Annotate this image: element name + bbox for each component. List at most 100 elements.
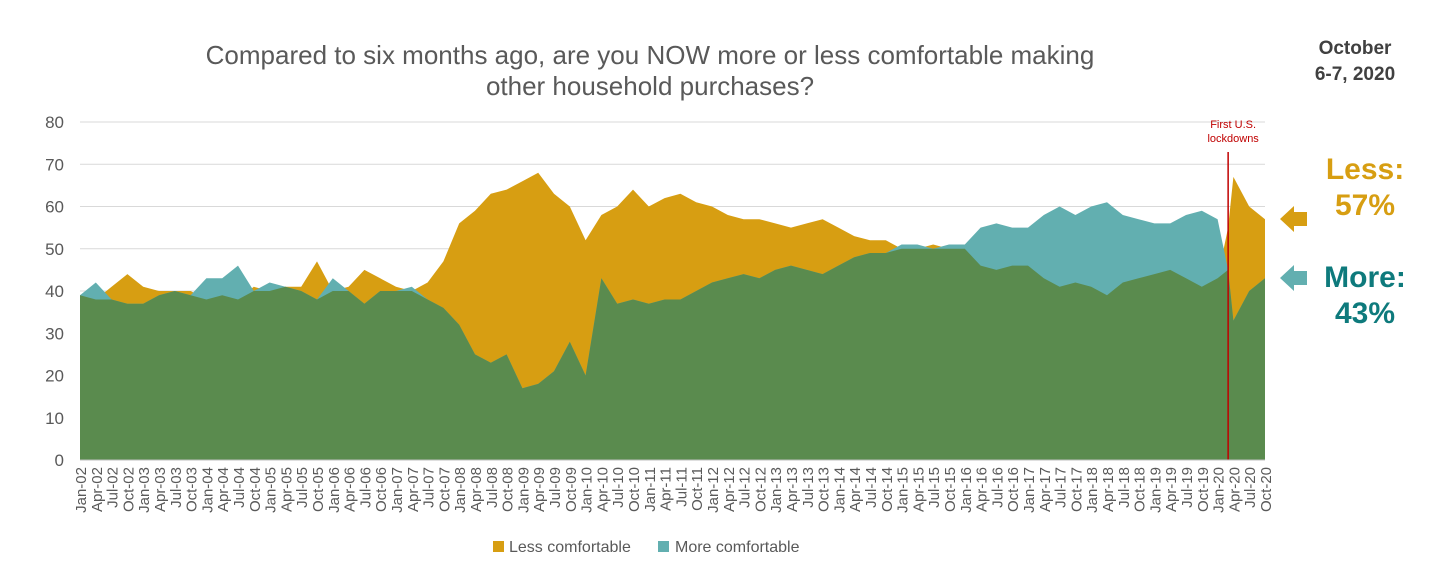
less-callout: Less: 57% xyxy=(1315,152,1415,224)
x-tick-label: Oct-04 xyxy=(247,467,264,512)
x-tick-label: Jan-12 xyxy=(705,467,722,513)
x-tick-label: Jul-06 xyxy=(357,467,374,508)
x-tick-label: Apr-16 xyxy=(974,467,991,512)
x-tick-label: Jul-15 xyxy=(926,467,943,508)
lockdown-annotation-line-1: First U.S. xyxy=(1210,119,1256,131)
legend-swatch-less xyxy=(493,541,504,552)
x-tick-label: Apr-20 xyxy=(1226,467,1243,512)
less-arrow-icon xyxy=(1280,206,1307,232)
x-tick-label: Jan-18 xyxy=(1084,467,1101,513)
x-tick-label: Oct-03 xyxy=(184,467,201,512)
y-tick-label: 0 xyxy=(55,451,64,470)
x-tick-label: Apr-10 xyxy=(594,467,611,512)
x-tick-label: Oct-07 xyxy=(436,467,453,512)
x-tick-label: Oct-05 xyxy=(310,467,327,512)
x-tick-label: Jul-12 xyxy=(737,467,754,508)
x-tick-label: Jan-15 xyxy=(895,467,912,513)
legend-label-less: Less comfortable xyxy=(509,539,631,556)
y-tick-label: 10 xyxy=(45,409,64,428)
x-tick-label: Oct-10 xyxy=(626,467,643,512)
legend-label-more: More comfortable xyxy=(675,539,800,556)
x-tick-label: Jan-16 xyxy=(958,467,975,513)
x-tick-label: Jan-06 xyxy=(326,467,343,513)
less-callout-label: Less: xyxy=(1325,153,1405,186)
x-tick-label: Apr-03 xyxy=(152,467,169,512)
x-tick-label: Jan-19 xyxy=(1147,467,1164,513)
x-tick-label: Oct-06 xyxy=(373,467,390,512)
x-tick-label: Jul-03 xyxy=(168,467,185,508)
more-callout-label: More: xyxy=(1324,261,1406,294)
x-tick-label: Apr-08 xyxy=(468,467,485,512)
x-tick-label: Jan-14 xyxy=(831,467,848,513)
x-tick-label: Jan-17 xyxy=(1021,467,1038,513)
x-tick-label: Jul-13 xyxy=(800,467,817,508)
chart-title-line-2: other household purchases? xyxy=(485,71,815,101)
x-tick-label: Jan-05 xyxy=(263,467,280,513)
x-tick-label: Apr-15 xyxy=(910,467,927,512)
lockdown-annotation-line-2: lockdowns xyxy=(1207,133,1259,145)
x-tick-label: Jul-04 xyxy=(231,467,248,508)
axes: 01020304050607080Jan-02Apr-02Jul-02Oct-0… xyxy=(45,113,1275,513)
y-tick-label: 40 xyxy=(45,282,64,301)
x-tick-label: Jul-20 xyxy=(1242,467,1259,508)
x-tick-label: Jul-11 xyxy=(673,467,690,507)
x-tick-label: Apr-09 xyxy=(531,467,548,512)
x-tick-label: Jan-04 xyxy=(199,467,216,513)
legend: Less comfortable More comfortable xyxy=(493,539,800,556)
x-tick-label: Oct-14 xyxy=(879,467,896,512)
chart-areas xyxy=(80,172,1265,461)
survey-date-line-1: October xyxy=(1318,38,1392,59)
x-tick-label: Jul-08 xyxy=(484,467,501,508)
more-arrow-icon xyxy=(1280,265,1307,291)
x-tick-label: Jan-20 xyxy=(1211,467,1228,513)
x-tick-label: Jul-07 xyxy=(421,467,438,508)
x-tick-label: Apr-02 xyxy=(89,467,106,512)
lockdown-marker-group: First U.S. lockdowns xyxy=(1207,119,1259,460)
less-callout-value: 57% xyxy=(1334,189,1396,222)
x-tick-label: Oct-20 xyxy=(1258,467,1275,512)
x-tick-label: Oct-17 xyxy=(1068,467,1085,512)
y-tick-label: 60 xyxy=(45,198,64,217)
x-tick-label: Jan-10 xyxy=(579,467,596,513)
x-tick-label: Oct-16 xyxy=(1005,467,1022,512)
x-tick-label: Oct-19 xyxy=(1195,467,1212,512)
x-tick-label: Jan-11 xyxy=(642,467,659,512)
x-tick-label: Jul-18 xyxy=(1116,467,1133,508)
x-tick-label: Jul-17 xyxy=(1053,467,1070,508)
x-tick-label: Jul-14 xyxy=(863,467,880,508)
x-tick-label: Jan-08 xyxy=(452,467,469,513)
x-tick-label: Jan-03 xyxy=(136,467,153,513)
more-callout: More: 43% xyxy=(1315,260,1415,332)
base-overlap-area xyxy=(80,248,1265,460)
more-callout-value: 43% xyxy=(1334,297,1396,330)
x-tick-label: Apr-19 xyxy=(1163,467,1180,512)
x-tick-label: Apr-11 xyxy=(658,467,675,511)
x-tick-label: Jan-13 xyxy=(768,467,785,513)
x-tick-label: Oct-11 xyxy=(689,467,706,511)
x-tick-label: Apr-14 xyxy=(847,467,864,512)
x-tick-label: Jul-19 xyxy=(1179,467,1196,508)
x-tick-label: Jul-16 xyxy=(989,467,1006,508)
x-tick-label: Apr-13 xyxy=(784,467,801,512)
x-tick-label: Jan-02 xyxy=(73,467,90,513)
x-tick-label: Apr-18 xyxy=(1100,467,1117,512)
x-tick-label: Apr-05 xyxy=(278,467,295,512)
x-tick-label: Oct-18 xyxy=(1132,467,1149,512)
y-tick-label: 50 xyxy=(45,240,64,259)
x-tick-label: Oct-15 xyxy=(942,467,959,512)
chart-title-line-1: Compared to six months ago, are you NOW … xyxy=(205,40,1095,70)
chart-title: Compared to six months ago, are you NOW … xyxy=(150,40,1150,102)
y-tick-label: 70 xyxy=(45,155,64,174)
y-tick-label: 80 xyxy=(45,113,64,132)
x-tick-label: Apr-06 xyxy=(342,467,359,512)
x-tick-label: Oct-12 xyxy=(752,467,769,512)
x-tick-label: Jul-09 xyxy=(547,467,564,508)
callout-arrows xyxy=(1280,206,1307,291)
x-tick-label: Jan-07 xyxy=(389,467,406,513)
x-tick-label: Apr-04 xyxy=(215,467,232,512)
x-tick-label: Apr-07 xyxy=(405,467,422,512)
y-tick-label: 20 xyxy=(45,367,64,386)
survey-date: October 6-7, 2020 xyxy=(1290,36,1420,88)
x-tick-label: Jul-10 xyxy=(610,467,627,508)
